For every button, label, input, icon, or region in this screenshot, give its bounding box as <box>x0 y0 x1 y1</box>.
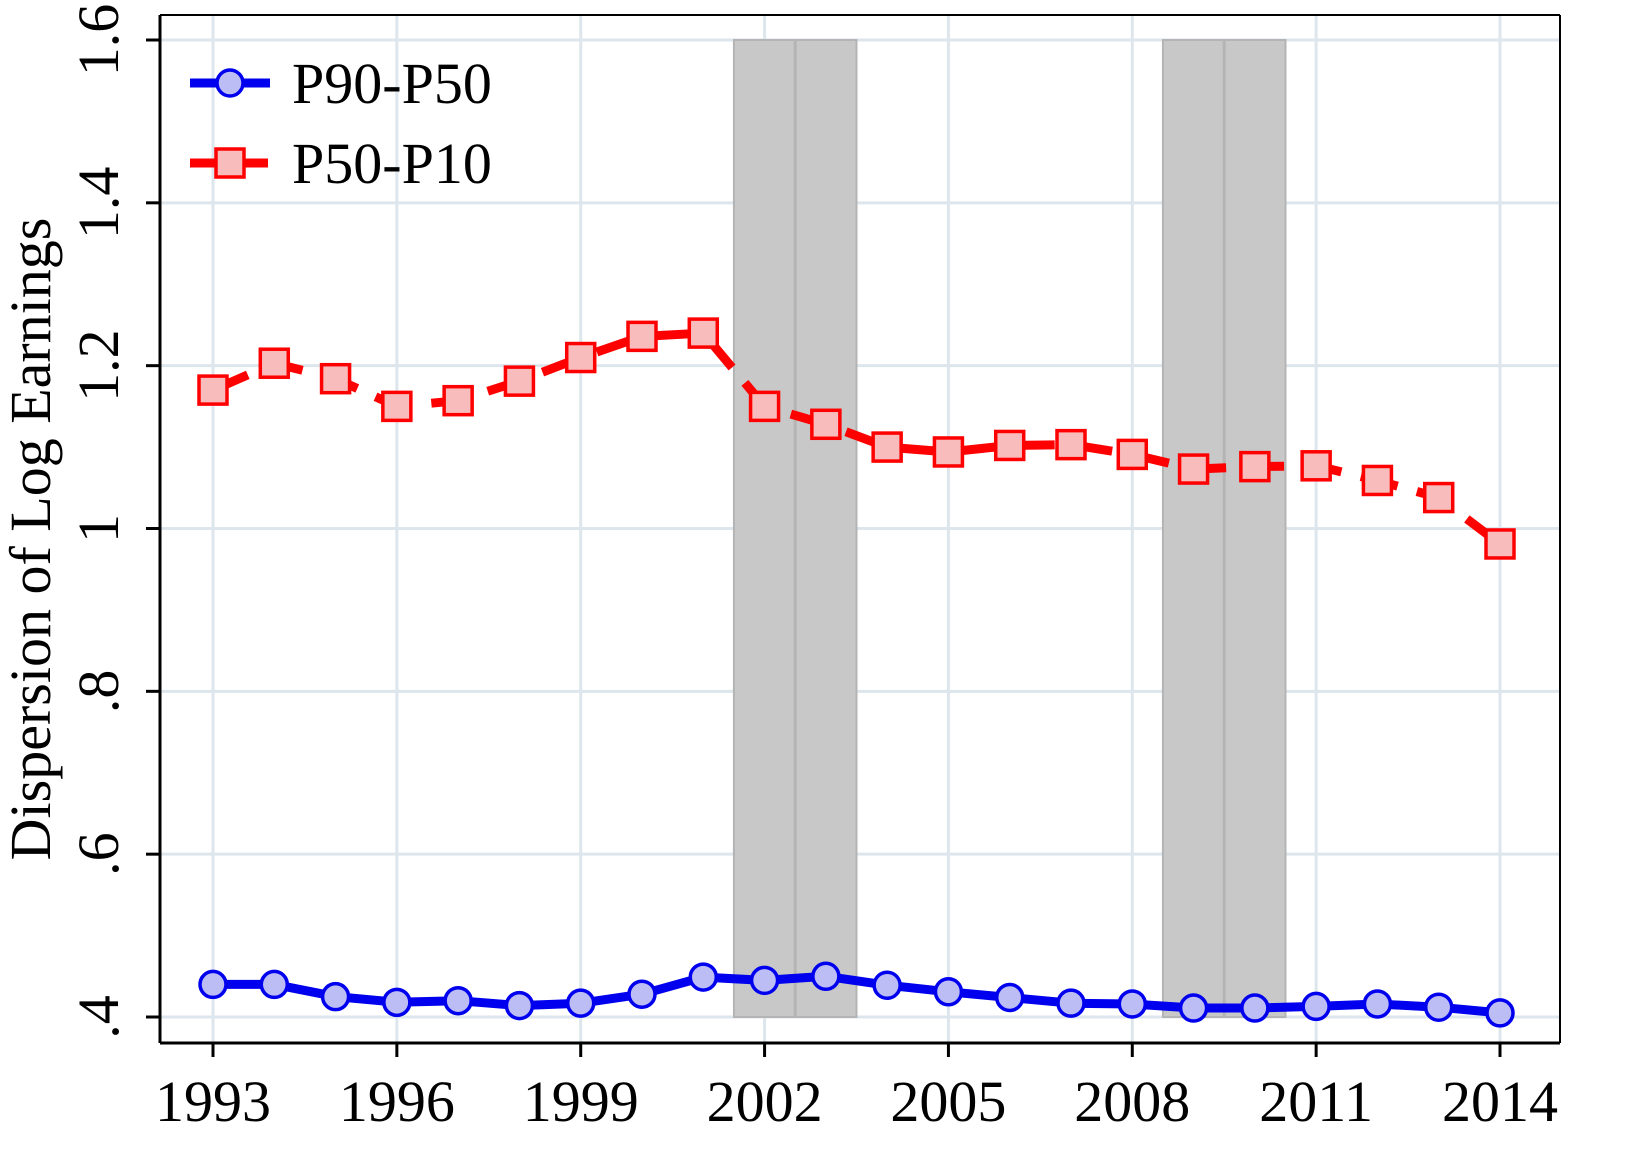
data-point-P50-P10-2014 <box>1484 528 1516 560</box>
data-point-P90-P50-2001 <box>688 962 719 992</box>
data-point-P50-P10-2007 <box>1055 428 1087 461</box>
x-tick-label-2002: 2002 <box>707 1069 823 1134</box>
y-tick-label-0.6: .6 <box>66 832 131 876</box>
data-point-P90-P50-2010 <box>1240 993 1270 1023</box>
data-point-P90-P50-2000 <box>627 979 657 1009</box>
data-point-P90-P50-1993 <box>198 969 228 1000</box>
legend-marker-P90-P50 <box>215 68 245 98</box>
data-point-P50-P10-2012 <box>1361 464 1394 497</box>
gridlines <box>161 16 1559 1042</box>
data-point-P50-P10-1997 <box>442 384 474 417</box>
data-point-P50-P10-2002 <box>748 390 781 423</box>
data-point-P90-P50-2014 <box>1485 998 1515 1028</box>
data-point-P50-P10-2005 <box>932 436 965 468</box>
legend-label-P50-P10: P50-P10 <box>292 131 492 196</box>
legend-item-P90-P50: P90-P50 <box>190 51 492 116</box>
data-point-P50-P10-1994 <box>258 347 291 379</box>
data-point-P90-P50-2012 <box>1362 989 1393 1019</box>
data-point-P90-P50-2006 <box>994 982 1025 1013</box>
data-point-P90-P50-1999 <box>565 988 596 1018</box>
data-point-P90-P50-1996 <box>382 987 412 1018</box>
x-tick-label-2005: 2005 <box>890 1069 1006 1134</box>
y-tick-label-0.4: .4 <box>66 995 131 1039</box>
data-point-P50-P10-1993 <box>197 374 229 406</box>
data-point-P50-P10-2001 <box>687 317 720 349</box>
shaded-periods <box>732 39 1287 1018</box>
data-point-P50-P10-2003 <box>810 408 842 441</box>
y-tick-label-1.2: 1.2 <box>66 329 131 402</box>
data-point-P50-P10-1996 <box>381 390 413 423</box>
legend-label-P90-P50: P90-P50 <box>292 51 492 116</box>
y-axis-title: Dispersion of Log Earnings <box>0 218 63 861</box>
series-line-P90-P50 <box>213 971 1501 1018</box>
data-point-P90-P50-1997 <box>443 985 473 1016</box>
data-point-P90-P50-2005 <box>933 977 964 1007</box>
data-point-P50-P10-2008 <box>1116 438 1149 471</box>
data-point-P50-P10-2010 <box>1239 450 1271 483</box>
axes <box>146 14 1561 1057</box>
x-tick-label-1999: 1999 <box>523 1069 639 1134</box>
x-tick-label-1996: 1996 <box>339 1069 455 1134</box>
data-point-P50-P10-2009 <box>1177 453 1210 485</box>
series-line-P50-P10 <box>211 328 1503 548</box>
data-point-P90-P50-2007 <box>1056 988 1086 1018</box>
data-point-P50-P10-1999 <box>564 341 597 374</box>
x-tick-label-2011: 2011 <box>1259 1069 1373 1134</box>
y-tick-label-1.6: 1.6 <box>66 4 131 77</box>
legend-item-P50-P10: P50-P10 <box>190 131 492 196</box>
data-point-P90-P50-2008 <box>1117 989 1148 1019</box>
y-tick-label-1: 1 <box>66 514 131 543</box>
series-layer <box>197 317 1516 1028</box>
x-tick-label-1993: 1993 <box>155 1069 271 1134</box>
y-tick-label-0.8: .8 <box>66 670 131 714</box>
data-point-P90-P50-2013 <box>1423 992 1454 1022</box>
data-point-P50-P10-2011 <box>1300 450 1332 482</box>
data-point-P50-P10-2000 <box>626 320 658 353</box>
tick-labels: 1993 1996 1999 2002 2005 2008 2011 2014 .4 .6 .8 1 1… <box>66 4 1558 1134</box>
data-point-P50-P10-1998 <box>503 365 536 397</box>
data-point-P90-P50-2004 <box>872 970 902 1000</box>
data-point-P90-P50-2011 <box>1301 991 1331 1022</box>
y-tick-label-1.4: 1.4 <box>66 167 131 240</box>
data-point-P90-P50-1994 <box>259 969 290 1000</box>
data-point-P50-P10-2013 <box>1422 481 1455 514</box>
data-point-P90-P50-2003 <box>811 961 841 992</box>
data-point-P50-P10-2006 <box>993 429 1026 462</box>
data-point-P90-P50-1995 <box>320 981 351 1012</box>
x-tick-label-2008: 2008 <box>1074 1069 1190 1134</box>
data-point-P50-P10-1995 <box>319 362 352 395</box>
x-tick-label-2014: 2014 <box>1442 1069 1558 1134</box>
legend-marker-P50-P10 <box>214 147 246 179</box>
legend: P90-P50 P50-P10 <box>190 51 492 196</box>
data-point-P90-P50-1998 <box>504 990 535 1021</box>
data-point-P90-P50-2009 <box>1178 993 1209 1023</box>
data-point-P50-P10-2004 <box>871 431 903 463</box>
data-point-P90-P50-2002 <box>749 965 780 996</box>
